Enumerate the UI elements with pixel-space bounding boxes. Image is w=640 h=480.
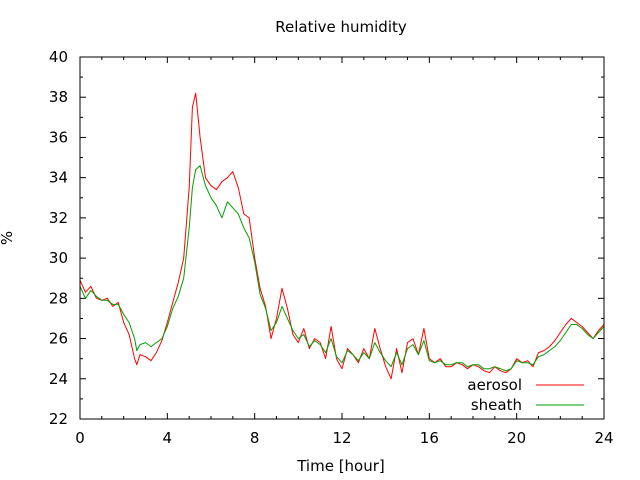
x-axis-label: Time [hour] bbox=[296, 457, 385, 475]
x-tick-label: 8 bbox=[250, 429, 260, 447]
y-tick-label: 30 bbox=[49, 249, 68, 267]
y-tick-label: 40 bbox=[49, 48, 68, 66]
y-tick-label: 22 bbox=[49, 410, 68, 428]
x-tick-label: 12 bbox=[332, 429, 351, 447]
y-tick-label: 36 bbox=[49, 128, 68, 146]
y-axis-label: % bbox=[0, 231, 16, 245]
ticks-layer: 22 24 26 28 30 32 34 36 38 40 0 4 8 12 16 20 24 bbox=[49, 48, 614, 447]
chart-title: Relative humidity bbox=[275, 18, 407, 36]
x-tick-label: 24 bbox=[594, 429, 613, 447]
y-tick-label: 34 bbox=[49, 169, 68, 187]
legend-label-sheath: sheath bbox=[471, 396, 522, 414]
series-line-sheath bbox=[79, 165, 605, 372]
series-layer bbox=[79, 92, 605, 380]
x-tick-label: 4 bbox=[163, 429, 173, 447]
y-tick-label: 38 bbox=[49, 88, 68, 106]
y-tick-label: 24 bbox=[49, 370, 68, 388]
series-line-aerosol bbox=[79, 92, 605, 380]
plot-frame bbox=[79, 56, 605, 420]
x-tick-label: 0 bbox=[75, 429, 85, 447]
y-tick-label: 28 bbox=[49, 289, 68, 307]
x-tick-label: 16 bbox=[420, 429, 439, 447]
legend: aerosol sheath bbox=[467, 376, 584, 414]
x-tick-label: 20 bbox=[507, 429, 526, 447]
y-tick-label: 32 bbox=[49, 209, 68, 227]
legend-label-aerosol: aerosol bbox=[467, 376, 522, 394]
y-tick-label: 26 bbox=[49, 330, 68, 348]
